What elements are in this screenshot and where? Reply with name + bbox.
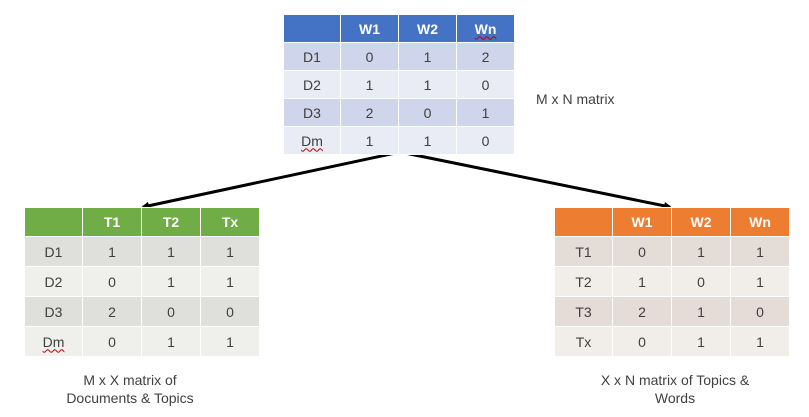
- column-header: Wn: [730, 207, 790, 237]
- cell: 1: [200, 326, 260, 357]
- corner-cell: [283, 14, 341, 43]
- cell: 1: [141, 236, 201, 267]
- row-header: T3: [554, 296, 613, 327]
- column-header: T1: [82, 207, 142, 237]
- corner-cell: [554, 207, 613, 237]
- cell: 1: [398, 70, 457, 99]
- column-header: T2: [141, 207, 201, 237]
- caption-line: Documents & Topics: [66, 390, 194, 406]
- row-header: T1: [554, 236, 613, 267]
- row-header: D1: [283, 42, 341, 71]
- header-row: T1 T2 Tx: [24, 207, 260, 237]
- cell: 1: [82, 236, 142, 267]
- row-header: D1: [24, 236, 83, 267]
- documents-topics-matrix-table: T1 T2 Tx D1 1 1 1 D2 0 1 1 D3 2 0 0 Dm 0…: [24, 207, 260, 357]
- row-header: Dm: [24, 326, 83, 357]
- cell: 1: [340, 70, 399, 99]
- cell: 0: [612, 236, 672, 267]
- cell: 1: [398, 126, 457, 155]
- cell: 1: [141, 266, 201, 297]
- column-header: W2: [671, 207, 731, 237]
- cell: 1: [671, 326, 731, 357]
- cell: 1: [141, 326, 201, 357]
- mxn-matrix-caption: M x N matrix: [536, 91, 615, 107]
- cell: 1: [730, 266, 790, 297]
- cell: 1: [340, 126, 399, 155]
- row-header: T2: [554, 266, 613, 297]
- topics-words-caption: X x N matrix of Topics & Words: [580, 371, 770, 407]
- table-row: D3 2 0 1: [283, 98, 515, 127]
- cell: 0: [612, 326, 672, 357]
- table-row: D1 1 1 1: [24, 236, 260, 267]
- cell: 0: [456, 70, 515, 99]
- table-row: T1 0 1 1: [554, 236, 790, 267]
- cell: 1: [671, 236, 731, 267]
- table-row: D3 2 0 0: [24, 296, 260, 327]
- table-row: Tx 0 1 1: [554, 326, 790, 357]
- header-row: W1 W2 Wn: [554, 207, 790, 237]
- cell: 1: [200, 266, 260, 297]
- table-row: T2 1 0 1: [554, 266, 790, 297]
- cell: 0: [730, 296, 790, 327]
- row-header: Dm: [283, 126, 341, 155]
- row-header: D3: [283, 98, 341, 127]
- column-header: W2: [398, 14, 457, 43]
- mxn-matrix-table: W1 W2 Wn D1 0 1 2 D2 1 1 0 D3 2 0 1 Dm 1…: [283, 14, 515, 155]
- arrow-to-left-matrix: [141, 150, 401, 210]
- cell: 1: [730, 326, 790, 357]
- table-row: D1 0 1 2: [283, 42, 515, 71]
- cell: 0: [456, 126, 515, 155]
- cell: 0: [200, 296, 260, 327]
- column-header: Wn: [456, 14, 515, 43]
- corner-cell: [24, 207, 83, 237]
- cell: 2: [456, 42, 515, 71]
- caption-line: Words: [654, 390, 696, 406]
- cell: 1: [612, 266, 672, 297]
- table-row: D2 1 1 0: [283, 70, 515, 99]
- row-header: D2: [24, 266, 83, 297]
- cell: 2: [612, 296, 672, 327]
- table-row: T3 2 1 0: [554, 296, 790, 327]
- cell: 2: [340, 98, 399, 127]
- cell: 0: [671, 266, 731, 297]
- cell: 1: [671, 296, 731, 327]
- documents-topics-caption: M x X matrix of Documents & Topics: [40, 371, 220, 407]
- cell: 1: [456, 98, 515, 127]
- caption-line: M x X matrix of: [83, 372, 177, 388]
- cell: 1: [200, 236, 260, 267]
- column-header: W1: [340, 14, 399, 43]
- cell: 0: [340, 42, 399, 71]
- header-row: W1 W2 Wn: [283, 14, 515, 43]
- row-header: D2: [283, 70, 341, 99]
- row-header: Tx: [554, 326, 613, 357]
- cell: 0: [82, 266, 142, 297]
- arrow-to-right-matrix: [399, 150, 672, 210]
- table-row: D2 0 1 1: [24, 266, 260, 297]
- column-header: Tx: [200, 207, 260, 237]
- cell: 2: [82, 296, 142, 327]
- cell: 1: [398, 42, 457, 71]
- cell: 0: [82, 326, 142, 357]
- cell: 0: [141, 296, 201, 327]
- cell: 0: [398, 98, 457, 127]
- row-header: D3: [24, 296, 83, 327]
- table-row: Dm 1 1 0: [283, 126, 515, 155]
- caption-line: X x N matrix of Topics &: [600, 372, 750, 388]
- table-row: Dm 0 1 1: [24, 326, 260, 357]
- topics-words-matrix-table: W1 W2 Wn T1 0 1 1 T2 1 0 1 T3 2 1 0 Tx 0…: [554, 207, 790, 357]
- column-header: W1: [612, 207, 672, 237]
- cell: 1: [730, 236, 790, 267]
